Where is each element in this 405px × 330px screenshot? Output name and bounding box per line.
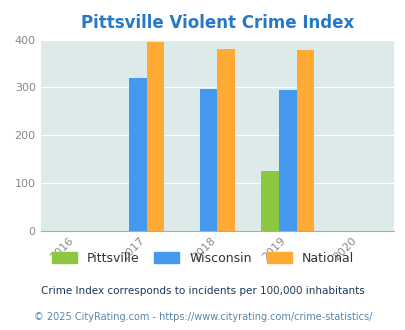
Text: Crime Index corresponds to incidents per 100,000 inhabitants: Crime Index corresponds to incidents per… <box>41 286 364 296</box>
Bar <box>199 89 217 231</box>
Title: Pittsville Violent Crime Index: Pittsville Violent Crime Index <box>80 15 353 32</box>
Bar <box>129 78 146 231</box>
Bar <box>217 49 234 231</box>
Text: © 2025 CityRating.com - https://www.cityrating.com/crime-statistics/: © 2025 CityRating.com - https://www.city… <box>34 312 371 322</box>
Bar <box>278 90 296 231</box>
Bar <box>146 43 164 231</box>
Bar <box>296 50 313 231</box>
Legend: Pittsville, Wisconsin, National: Pittsville, Wisconsin, National <box>47 247 358 270</box>
Bar <box>261 171 278 231</box>
